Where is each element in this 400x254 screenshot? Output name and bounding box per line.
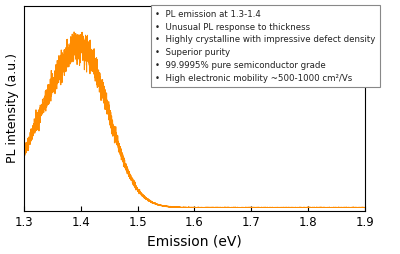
X-axis label: Emission (eV): Emission (eV) <box>147 234 242 248</box>
Text: •  PL emission at 1.3-1.4
•  Unusual PL response to thickness
•  Highly crystall: • PL emission at 1.3-1.4 • Unusual PL re… <box>155 10 376 83</box>
Y-axis label: PL intensity (a.u.): PL intensity (a.u.) <box>6 53 18 163</box>
